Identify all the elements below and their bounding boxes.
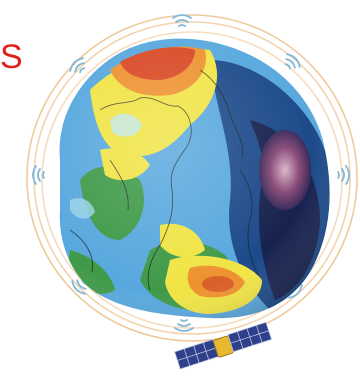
signal-waves-icon [174,319,194,332]
signal-waves-icon [284,53,301,70]
geoid-globe [59,38,330,319]
satellite-panel-left [174,339,219,370]
caption-letter: S [0,38,23,76]
signal-waves-icon [172,14,192,27]
satellite-panel-right [227,321,273,353]
signal-waves-icon [32,165,45,185]
signal-waves-icon [69,57,86,74]
satellite-icon [174,321,273,370]
signal-waves-icon [337,165,350,185]
orbit-ring-outer [26,14,358,342]
